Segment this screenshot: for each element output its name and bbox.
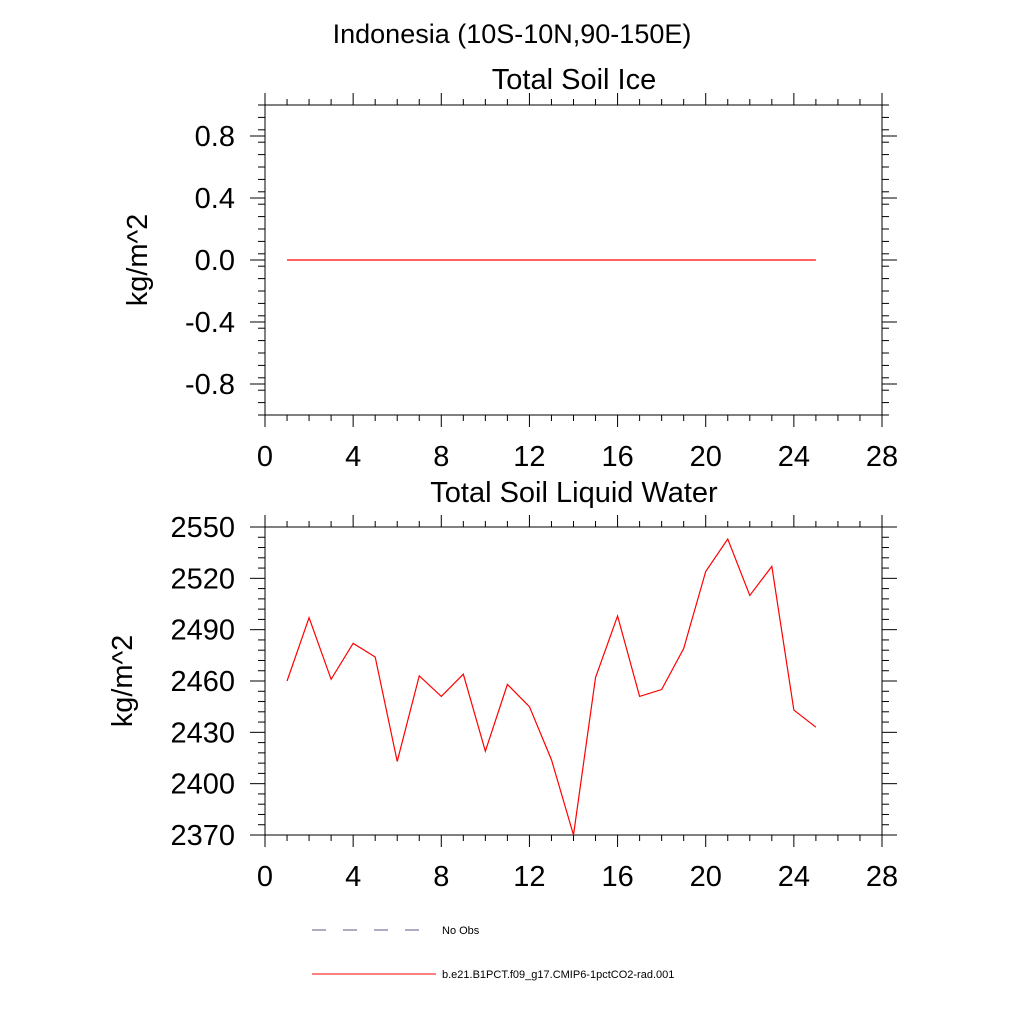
x-tick-label: 28 xyxy=(866,861,898,893)
x-tick-label: 20 xyxy=(690,861,722,893)
y-axis-label: kg/m^2 xyxy=(122,214,154,307)
x-tick-label: 12 xyxy=(513,441,545,473)
y-tick-label: 0.4 xyxy=(195,183,235,215)
y-tick-label: 0.8 xyxy=(195,121,235,153)
x-tick-label: 8 xyxy=(433,441,449,473)
panel-total-soil-liquid-water: Total Soil Liquid Water kg/m^2 0 4 8 12 16 20… xyxy=(107,477,898,893)
x-tick-label: 24 xyxy=(778,441,810,473)
panel-title: Total Soil Ice xyxy=(492,64,656,96)
x-tick-label: 4 xyxy=(345,441,361,473)
figure-title: Indonesia (10S-10N,90-150E) xyxy=(333,19,692,49)
x-tick-label: 4 xyxy=(345,861,361,893)
series-line xyxy=(286,537,817,836)
x-tick-label: 24 xyxy=(778,861,810,893)
y-tick-label: -0.4 xyxy=(185,307,235,339)
legend-label-model: b.e21.B1PCT.f09_g17.CMIP6-1pctCO2-rad.00… xyxy=(442,969,674,981)
y-tick-label: 2490 xyxy=(170,615,235,647)
x-tick-label: 0 xyxy=(257,861,273,893)
x-tick-label: 16 xyxy=(601,441,633,473)
y-tick-label: 2370 xyxy=(170,820,235,852)
x-tick-label: 20 xyxy=(690,441,722,473)
x-tick-label: 28 xyxy=(866,441,898,473)
legend: No Obs b.e21.B1PCT.f09_g17.CMIP6-1pctCO2… xyxy=(312,925,674,981)
x-tick-label: 12 xyxy=(513,861,545,893)
panel-title: Total Soil Liquid Water xyxy=(430,477,718,509)
legend-label-no-obs: No Obs xyxy=(442,925,480,937)
x-tick-label: 8 xyxy=(433,861,449,893)
y-axis-label: kg/m^2 xyxy=(107,635,139,728)
y-tick-label: 2550 xyxy=(170,512,235,544)
x-tick-label: 16 xyxy=(601,861,633,893)
y-tick-label: 2400 xyxy=(170,769,235,801)
y-tick-label: -0.8 xyxy=(185,369,235,401)
panel-total-soil-ice: Total Soil Ice kg/m^2 0 4 8 12 16 20 24 28 -0.8 -… xyxy=(122,64,898,473)
y-tick-label: 0.0 xyxy=(195,245,235,277)
y-tick-label: 2520 xyxy=(170,563,235,595)
y-tick-label: 2430 xyxy=(170,717,235,749)
y-tick-label: 2460 xyxy=(170,666,235,698)
x-tick-label: 0 xyxy=(257,441,273,473)
